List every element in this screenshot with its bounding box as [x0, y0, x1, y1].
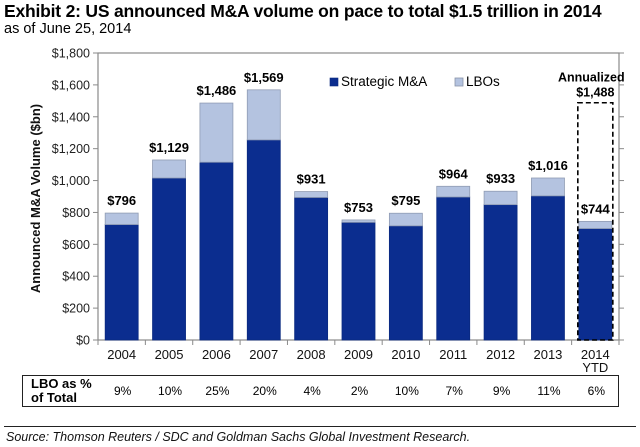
y-tick-label: $1,200 — [52, 142, 90, 156]
y-tick-label: $1,000 — [52, 174, 90, 188]
x-tick-label: 2010 — [391, 347, 420, 362]
annotation-value: $1,488 — [576, 86, 614, 100]
source-divider — [4, 426, 636, 427]
bar-total-label: $796 — [107, 193, 136, 208]
x-tick-label: 2012 — [486, 347, 515, 362]
bar-total-label: $931 — [297, 172, 326, 187]
y-tick-label: $0 — [76, 334, 90, 348]
x-tick-label: 2004 — [107, 347, 136, 362]
bar-total-label: $753 — [344, 200, 373, 215]
y-tick-label: $1,600 — [52, 78, 90, 92]
lbo-table-cell: 9% — [492, 384, 511, 398]
lbo-table-cell: 6% — [587, 384, 605, 398]
bar-strategic — [578, 228, 613, 341]
y-tick-label: $600 — [62, 238, 90, 252]
bar-strategic — [531, 195, 565, 341]
lbo-table-cell: 7% — [445, 384, 463, 398]
bar-strategic — [294, 197, 329, 341]
bar-strategic — [483, 204, 518, 341]
bar-strategic — [104, 224, 139, 341]
chart-subtitle: as of June 25, 2014 — [4, 21, 132, 37]
bar-total-label: $795 — [391, 193, 420, 208]
bar-total-label: $1,486 — [197, 83, 237, 98]
lbo-table-cell: 4% — [303, 384, 321, 398]
y-tick-label: $1,800 — [52, 47, 90, 61]
bar-lbo — [104, 212, 139, 225]
lbo-table-cell: 2% — [350, 384, 369, 398]
x-tick-label: 2006 — [202, 347, 231, 362]
legend-label-strategic: Strategic M&A — [341, 74, 427, 89]
bar-total-label: $964 — [439, 166, 469, 181]
bar-lbo — [199, 102, 234, 163]
x-tick-label: 2007 — [249, 347, 278, 362]
x-tick-label: 2013 — [533, 347, 562, 362]
legend-swatch-lbo — [454, 77, 464, 87]
bar-lbo — [436, 185, 471, 198]
bar-strategic — [246, 139, 281, 341]
x-tick-label: 2005 — [155, 347, 184, 362]
lbo-table-cell: 25% — [205, 384, 230, 398]
lbo-table-cell: 11% — [537, 384, 561, 398]
bar-lbo — [152, 159, 186, 179]
bar-lbo — [531, 177, 565, 197]
bar-lbo — [388, 212, 423, 227]
x-tick-label: YTD — [582, 360, 608, 375]
x-tick-label: 2011 — [439, 347, 467, 362]
lbo-percent-table: LBO as % of Total 9% 10% 25% 20% 4% 2% 10% 7% 9%… — [22, 375, 619, 407]
lbo-table-cell: 10% — [158, 384, 183, 398]
x-tick-label: 2008 — [297, 347, 326, 362]
bar-lbo — [578, 220, 613, 229]
lbo-table-cell: 20% — [252, 384, 277, 398]
bar-total-label: $744 — [581, 201, 611, 216]
annotation-label: Annualized — [558, 71, 625, 85]
bar-total-label: $1,569 — [244, 70, 284, 85]
y-tick-label: $400 — [62, 270, 90, 284]
x-tick-label: 2009 — [344, 347, 373, 362]
bar-strategic — [152, 177, 186, 341]
lbo-table-label-line-1: LBO as % — [31, 376, 92, 391]
bar-total-label: $1,016 — [528, 158, 568, 173]
bar-strategic — [341, 221, 376, 341]
bar-strategic — [388, 225, 423, 341]
chart-title: Exhibit 2: US announced M&A volume on pa… — [4, 1, 602, 21]
legend-swatch-strategic — [329, 77, 339, 87]
lbo-table-cell: 9% — [114, 384, 132, 398]
source-note: Source: Thomson Reuters / SDC and Goldma… — [6, 430, 471, 444]
lbo-table-label-line-2: of Total — [31, 390, 77, 405]
bar-lbo — [246, 89, 281, 141]
bar-strategic — [199, 161, 234, 341]
bar-lbo — [294, 191, 329, 198]
y-tick-label: $800 — [62, 206, 90, 220]
bar-lbo — [341, 219, 376, 223]
y-axis-label: Announced M&A Volume ($bn) — [28, 104, 43, 293]
legend-label-lbo: LBOs — [466, 74, 500, 89]
y-tick-label: $200 — [62, 302, 90, 316]
bar-total-label: $1,129 — [149, 140, 189, 155]
y-tick-label: $1,400 — [52, 110, 90, 124]
x-tick-label: 2014 — [581, 347, 610, 362]
bar-lbo — [483, 190, 518, 206]
lbo-table-label: LBO as % of Total — [31, 377, 101, 405]
lbo-table-cell: 10% — [394, 384, 419, 398]
bar-strategic — [436, 196, 471, 341]
bar-total-label: $933 — [486, 171, 515, 186]
annualized-dashed-box — [577, 101, 614, 341]
